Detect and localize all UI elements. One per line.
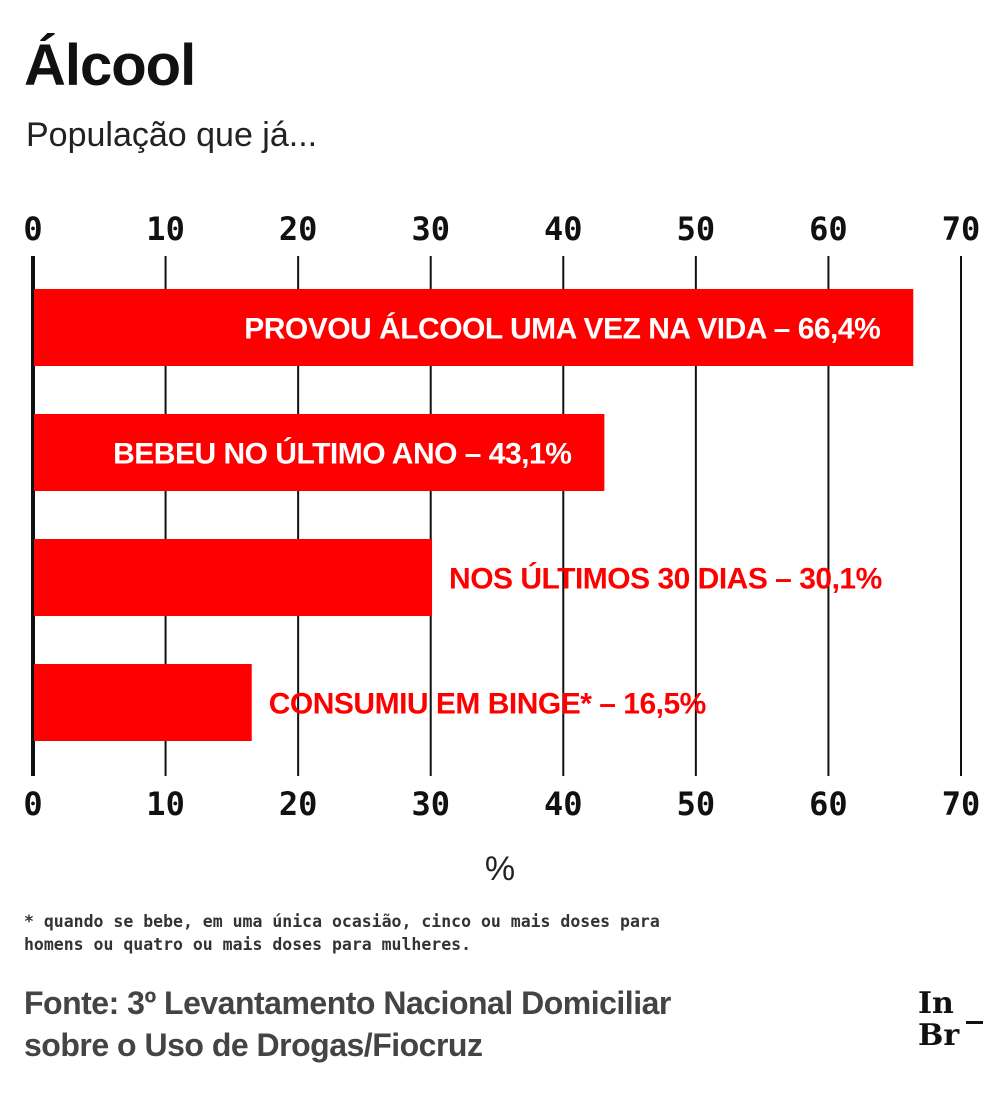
x-tick-label-bottom: 60 [809, 785, 848, 823]
x-tick-label-bottom: 40 [544, 785, 583, 823]
chart-subtitle: População que já... [26, 116, 318, 154]
x-tick-label-top: 30 [411, 210, 450, 248]
x-tick-label-top: 60 [809, 210, 848, 248]
x-tick-label-bottom: 20 [279, 785, 318, 823]
bar [34, 664, 252, 741]
bar [34, 539, 433, 616]
x-tick-label-top: 20 [279, 210, 318, 248]
x-axis-label: % [484, 850, 516, 888]
x-tick-label-bottom: 30 [411, 785, 450, 823]
source-text: Fonte: 3º Levantamento Nacional Domicili… [24, 985, 671, 1063]
inbr-logo: In Br [918, 988, 983, 1052]
x-tick-label-bottom: 10 [146, 785, 185, 823]
bar [34, 414, 605, 491]
bar-label: CONSUMIU EM BINGE* – 16,5% [269, 688, 706, 721]
x-tick-label-bottom: 70 [942, 785, 981, 823]
footnote: * quando se bebe, em uma única ocasião, … [24, 912, 660, 954]
x-tick-label-top: 10 [146, 210, 185, 248]
x-tick-label-top: 70 [942, 210, 981, 248]
x-tick-label-bottom: 50 [677, 785, 716, 823]
x-tick-label-bottom: 0 [23, 785, 42, 823]
bar-chart: 0 0 10 10 20 20 30 30 40 40 50 50 60 60 70 70 PROVOU ÁLC… [23, 210, 981, 823]
x-tick-label-top: 0 [23, 210, 42, 248]
bar-label: PROVOU ÁLCOOL UMA VEZ NA VIDA – 66,4% [244, 312, 880, 346]
x-tick-label-top: 50 [677, 210, 716, 248]
bar-label: NOS ÚLTIMOS 30 DIAS – 30,1% [449, 562, 882, 596]
bar [34, 289, 914, 366]
x-tick-label-top: 40 [544, 210, 583, 248]
chart-title: Álcool [24, 33, 196, 98]
bar-label: BEBEU NO ÚLTIMO ANO – 43,1% [113, 437, 571, 471]
